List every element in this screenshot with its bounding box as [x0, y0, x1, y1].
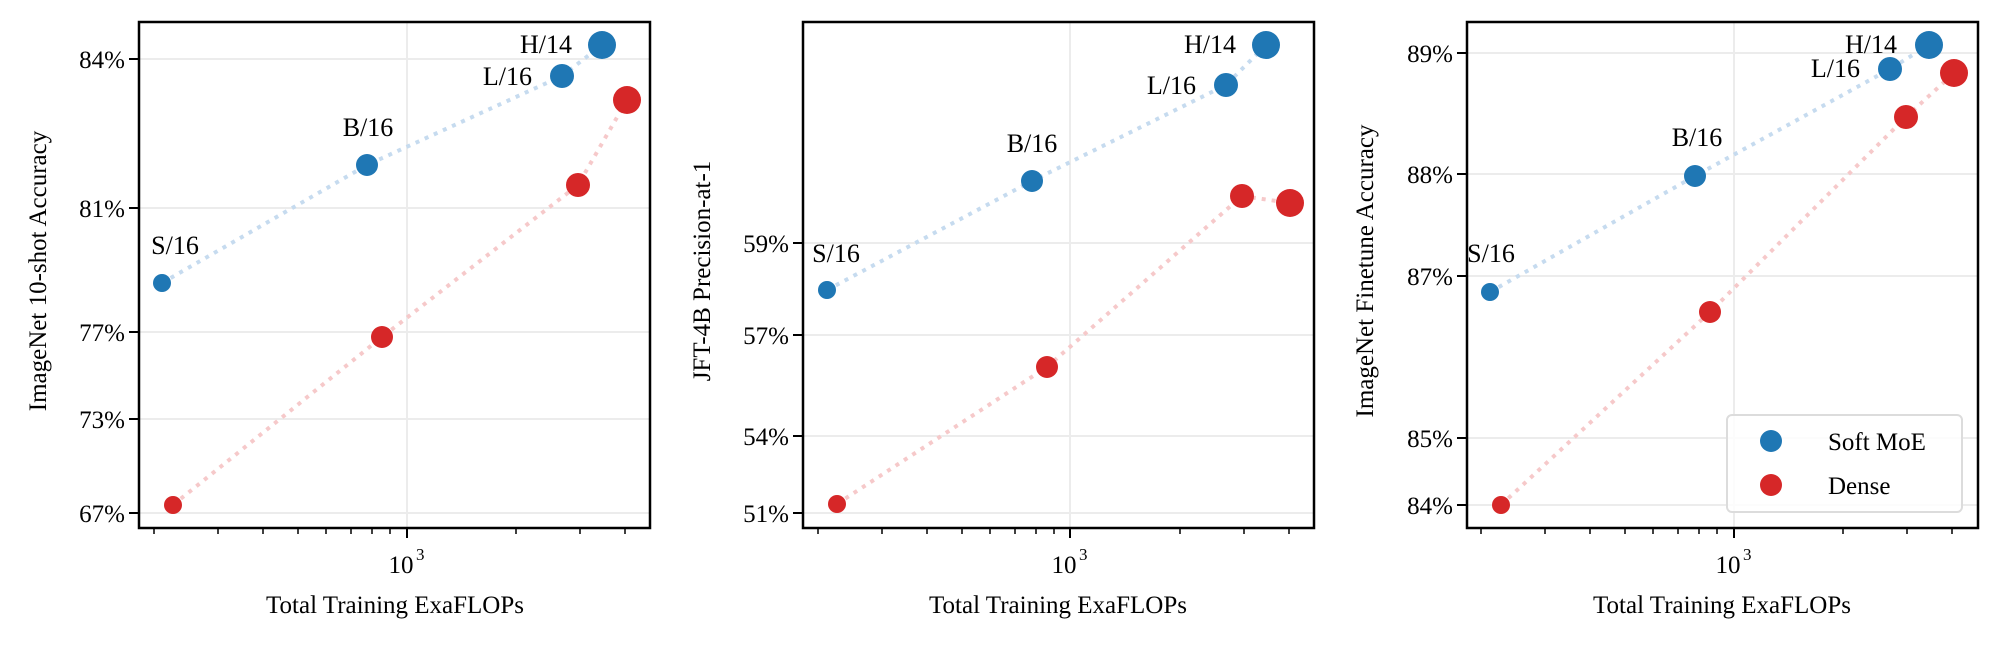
- dense-point-L/16: [1894, 105, 1918, 129]
- point-label: B/16: [343, 113, 394, 142]
- axes-frame: [801, 20, 1316, 530]
- legend-dense-label: Dense: [1828, 473, 1890, 500]
- y-axis-title: ImageNet Finetune Accuracy: [1352, 124, 1379, 417]
- soft-moe-point-H/14: [588, 31, 616, 59]
- point-label: L/16: [483, 62, 532, 91]
- subplot-1: S/16 B/16 L/16 H/14 84% 81% 77% 73% 67% 10 3 Total …: [25, 20, 652, 619]
- soft-moe-point-L/16: [550, 64, 574, 88]
- soft-moe-point-B/16: [1684, 165, 1706, 187]
- soft-moe-point-H/14: [1252, 31, 1280, 59]
- subplot-3: S/16 B/16 L/16H/14 89% 88% 87% 85% 84% 10 3 Total …: [1352, 20, 1980, 619]
- y-axis-title: ImageNet 10-shot Accuracy: [25, 130, 52, 411]
- soft-moe-line: [826, 43, 1268, 292]
- y-tick-label: 77%: [79, 320, 125, 347]
- x-tick-label: 10: [1716, 552, 1741, 579]
- x-axis-title: Total Training ExaFLOPs: [929, 592, 1187, 619]
- point-label: B/16: [1007, 129, 1058, 158]
- y-tick-label: 51%: [743, 501, 789, 528]
- legend: Soft MoE Dense: [1726, 414, 1963, 513]
- y-tick-label: 84%: [1407, 493, 1453, 520]
- soft-moe-line: [161, 43, 604, 285]
- y-tick-label: 54%: [743, 424, 789, 451]
- point-label: H/14: [1845, 30, 1897, 59]
- point-label: L/16: [1811, 54, 1860, 83]
- y-tick-label: 85%: [1407, 426, 1453, 453]
- dense-point-B/16: [1699, 301, 1721, 323]
- y-tick-label: 67%: [79, 501, 125, 528]
- soft-moe-point-S/16: [818, 281, 836, 299]
- y-tick-label: 88%: [1407, 162, 1453, 189]
- x-tick-label: 10: [389, 552, 414, 579]
- grid: [139, 22, 650, 528]
- dense-point-B/16: [371, 326, 393, 348]
- y-tick-label: 81%: [79, 196, 125, 223]
- dense-line: [835, 193, 1291, 506]
- soft-moe-point-S/16: [1481, 283, 1499, 301]
- point-label: S/16: [1467, 239, 1515, 268]
- axes-frame: [137, 20, 652, 530]
- y-tick-label: 59%: [743, 231, 789, 258]
- point-label: H/14: [520, 30, 572, 59]
- point-label: H/14: [1184, 30, 1236, 59]
- y-tick-label: 87%: [1407, 264, 1453, 291]
- dense-point-S/16: [1492, 496, 1510, 514]
- dense-point-B/16: [1036, 356, 1058, 378]
- dense-point-H/14: [1276, 189, 1304, 217]
- x-tick-exponent: 3: [1743, 545, 1752, 564]
- soft-moe-point-L/16: [1214, 73, 1238, 97]
- soft-moe-point-B/16: [356, 154, 378, 176]
- x-tick-label: 10: [1052, 552, 1077, 579]
- soft-moe-point-B/16: [1021, 170, 1043, 192]
- dense-point-S/16: [828, 495, 846, 513]
- point-label: S/16: [151, 231, 199, 260]
- y-axis-title: JFT-4B Precision-at-1: [689, 161, 716, 382]
- point-label: S/16: [812, 239, 860, 268]
- point-label: B/16: [1672, 123, 1723, 152]
- y-tick-label: 57%: [743, 323, 789, 350]
- legend-dense-marker: [1760, 474, 1782, 496]
- legend-soft-moe-marker: [1760, 430, 1782, 452]
- dense-line: [171, 99, 629, 507]
- soft-moe-line: [1489, 43, 1931, 294]
- dense-point-H/14: [1940, 59, 1968, 87]
- x-tick-exponent: 3: [416, 545, 425, 564]
- x-axis-title: Total Training ExaFLOPs: [1593, 592, 1851, 619]
- y-tick-label: 84%: [79, 47, 125, 74]
- soft-moe-point-H/14: [1915, 31, 1943, 59]
- dense-point-S/16: [164, 496, 182, 514]
- dense-line: [1499, 71, 1956, 507]
- x-tick-exponent: 3: [1079, 545, 1088, 564]
- soft-moe-point-S/16: [153, 274, 171, 292]
- x-axis-title: Total Training ExaFLOPs: [266, 592, 524, 619]
- legend-soft-moe-label: Soft MoE: [1828, 429, 1926, 456]
- dense-point-L/16: [566, 173, 590, 197]
- dense-point-L/16: [1230, 184, 1254, 208]
- dense-point-H/14: [613, 86, 641, 114]
- point-label: L/16: [1147, 71, 1196, 100]
- y-tick-label: 89%: [1407, 41, 1453, 68]
- grid: [803, 22, 1314, 528]
- soft-moe-point-L/16: [1878, 57, 1902, 81]
- subplot-2: S/16 B/16 L/16 H/14 59% 57% 54% 51% 10 3 Total Tra…: [689, 20, 1316, 619]
- y-tick-label: 73%: [79, 407, 125, 434]
